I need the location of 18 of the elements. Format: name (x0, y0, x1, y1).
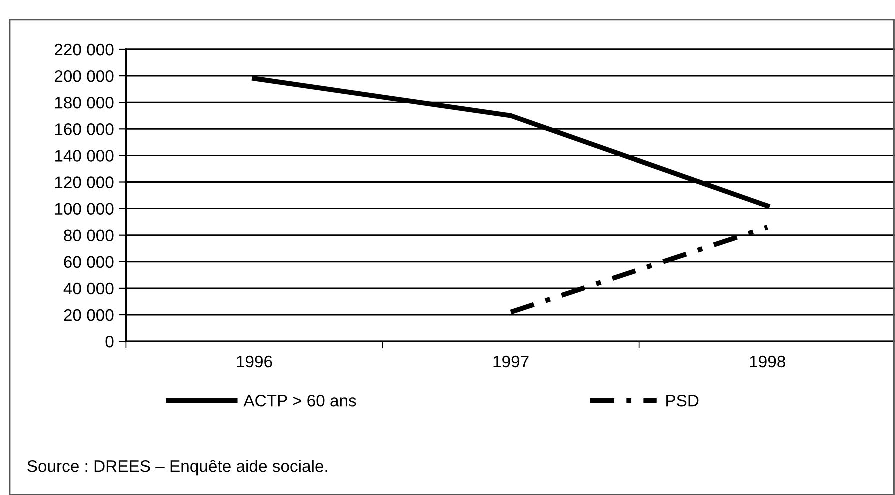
y-tick-label: 40 000 (64, 282, 114, 295)
y-tick-label: 80 000 (64, 230, 114, 242)
y-tick-label: 200 000 (54, 70, 114, 82)
source-note: Source : DREES – Enquête aide sociale. (28, 460, 328, 476)
y-tick-label: 100 000 (55, 203, 114, 216)
y-tick-label: 120 000 (55, 176, 114, 188)
y-tick-label: 160 000 (55, 124, 114, 136)
y-tick-label: 220 000 (54, 44, 114, 56)
y-tick-label: 60 000 (64, 256, 114, 268)
x-tick-label: 1997 (494, 356, 529, 368)
y-tick-label: 180 000 (55, 97, 114, 109)
x-tick-label: 1998 (750, 356, 786, 368)
y-tick-label: 0 (106, 336, 114, 348)
x-tick-label: 1996 (237, 356, 272, 368)
y-tick-label: 140 000 (55, 150, 114, 162)
legend-label: ACTP > 60 ans (244, 394, 356, 407)
y-tick-label: 20 000 (64, 309, 114, 322)
legend-label: PSD (666, 394, 699, 407)
